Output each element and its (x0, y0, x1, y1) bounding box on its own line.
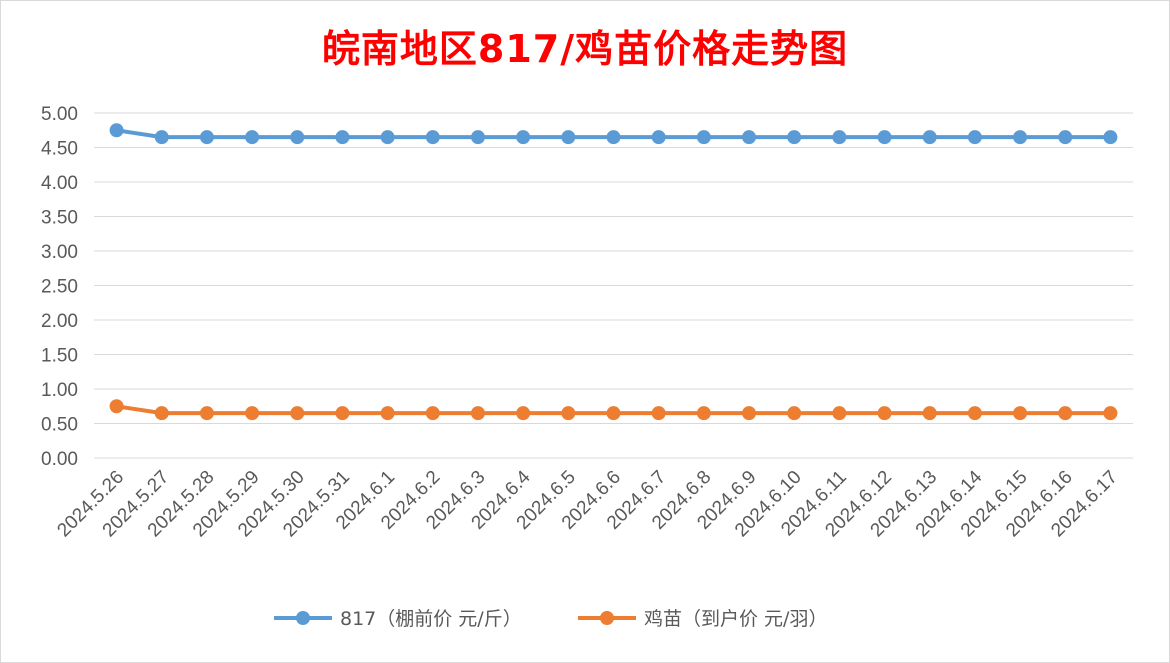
y-tick-label: 4.50 (41, 139, 78, 160)
data-point (1103, 406, 1118, 421)
legend-marker (296, 611, 310, 625)
data-point (245, 406, 260, 421)
data-point (290, 130, 305, 145)
legend-item-1: 817（棚前价 元/斤） (274, 608, 522, 630)
y-tick-label: 5.00 (41, 104, 78, 125)
data-point (470, 130, 485, 145)
y-tick-label: 1.50 (41, 346, 78, 367)
legend-label: 817（棚前价 元/斤） (340, 608, 522, 630)
data-point (877, 406, 892, 421)
data-point (335, 130, 350, 145)
data-point (470, 406, 485, 421)
y-axis: 0.00 0.50 1.00 1.50 2.00 2.50 3.00 3.50 4.00 4.50… (41, 104, 78, 470)
y-tick-label: 3.50 (41, 208, 78, 229)
legend-item-2: 鸡苗（到户价 元/羽） (578, 608, 827, 630)
legend: 817（棚前价 元/斤） 鸡苗（到户价 元/羽） (274, 608, 827, 630)
y-tick-label: 2.00 (41, 311, 78, 332)
data-point (922, 130, 937, 145)
data-point (606, 130, 621, 145)
data-point (561, 406, 576, 421)
data-point (742, 130, 757, 145)
data-point (516, 406, 531, 421)
data-point (154, 406, 169, 421)
data-point (922, 406, 937, 421)
data-point (290, 406, 305, 421)
y-tick-label: 0.50 (41, 415, 78, 436)
legend-marker (600, 611, 614, 625)
y-tick-label: 0.00 (41, 449, 78, 470)
y-tick-label: 3.00 (41, 242, 78, 263)
data-point (787, 130, 802, 145)
data-point (380, 130, 395, 145)
data-point (877, 130, 892, 145)
gridlines (94, 112, 1133, 459)
x-axis: 2024.5.262024.5.272024.5.282024.5.292024… (54, 466, 1122, 541)
data-point (199, 130, 214, 145)
data-point (696, 406, 711, 421)
y-tick-label: 2.50 (41, 277, 78, 298)
data-point (696, 130, 711, 145)
data-point (335, 406, 350, 421)
series-2 (109, 399, 1118, 421)
data-point (742, 406, 757, 421)
y-tick-label: 1.00 (41, 380, 78, 401)
chart-title: 皖南地区817/鸡苗价格走势图 (321, 27, 849, 71)
data-point (516, 130, 531, 145)
data-point (561, 130, 576, 145)
data-point (787, 406, 802, 421)
data-point (832, 406, 847, 421)
data-point (606, 406, 621, 421)
data-point (154, 130, 169, 145)
data-point (1058, 406, 1073, 421)
data-point (967, 406, 982, 421)
data-point (651, 130, 666, 145)
legend-label: 鸡苗（到户价 元/羽） (644, 608, 827, 630)
data-point (109, 399, 124, 414)
data-point (967, 130, 982, 145)
data-point (832, 130, 847, 145)
data-point (109, 123, 124, 138)
data-point (199, 406, 214, 421)
data-point (245, 130, 260, 145)
data-point (380, 406, 395, 421)
data-point (1013, 406, 1028, 421)
data-point (1058, 130, 1073, 145)
series-1 (109, 123, 1118, 145)
data-point (425, 406, 440, 421)
data-point (1103, 130, 1118, 145)
data-point (1013, 130, 1028, 145)
data-point (651, 406, 666, 421)
series-layer (109, 123, 1118, 421)
data-point (425, 130, 440, 145)
y-tick-label: 4.00 (41, 173, 78, 194)
